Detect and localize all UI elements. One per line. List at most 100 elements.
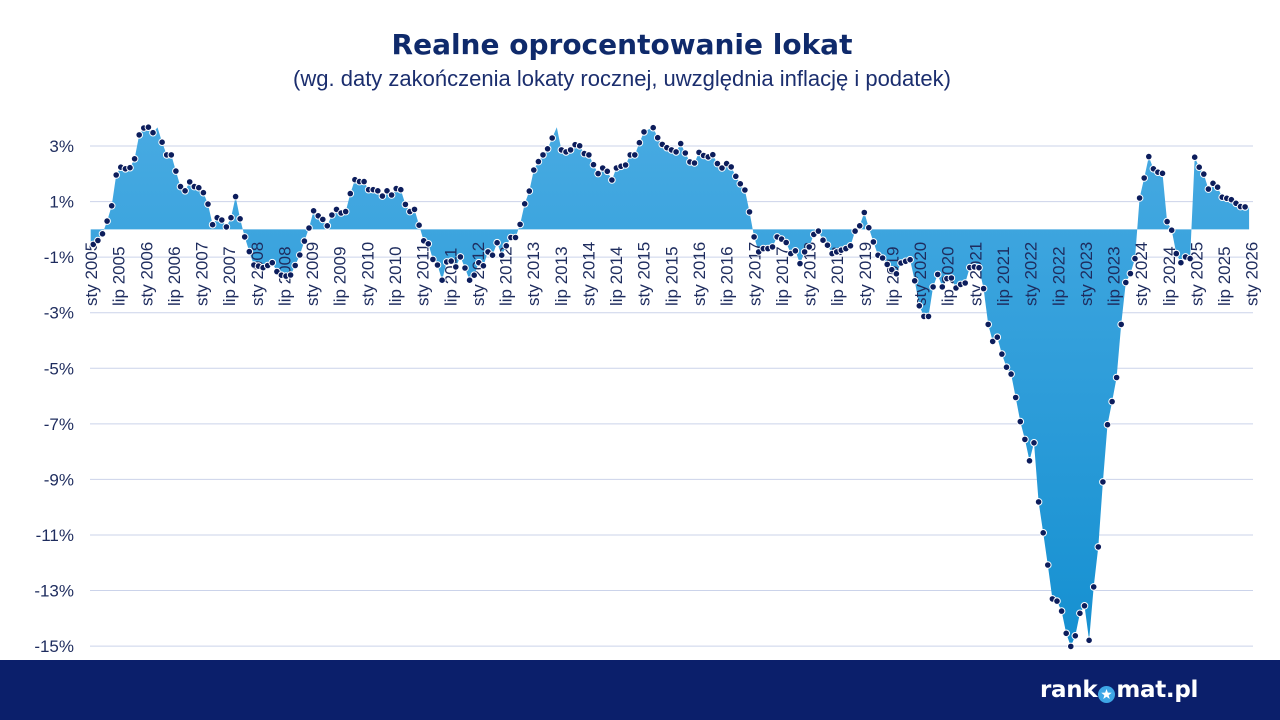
data-point xyxy=(493,238,501,247)
x-tick-label: sty 2019 xyxy=(856,242,875,306)
data-point xyxy=(98,230,107,238)
data-point xyxy=(172,167,180,175)
data-point xyxy=(640,128,648,136)
data-point xyxy=(933,270,942,279)
data-point xyxy=(1002,363,1011,372)
y-tick-label: 1% xyxy=(49,193,74,212)
brand-logo: rank mat.pl xyxy=(1040,676,1198,704)
area-series xyxy=(90,127,1250,647)
data-point xyxy=(961,279,970,287)
data-point xyxy=(383,187,391,195)
x-tick-label: lip 2023 xyxy=(1105,246,1124,306)
data-point xyxy=(502,242,511,250)
data-point xyxy=(401,200,410,209)
data-point xyxy=(539,151,547,159)
data-point xyxy=(1163,217,1171,226)
data-point xyxy=(429,255,437,264)
y-axis: 3% 1% -1% -3% -5% -7% -9% -11% -13% -15% xyxy=(34,137,74,656)
data-point xyxy=(589,160,598,169)
data-point xyxy=(869,238,878,246)
data-point xyxy=(819,236,827,244)
data-point xyxy=(374,187,382,195)
data-point xyxy=(653,133,662,142)
data-point xyxy=(892,270,901,278)
data-point xyxy=(800,248,809,256)
data-point xyxy=(1135,194,1144,202)
x-tick-label: lip 2007 xyxy=(220,246,239,306)
y-tick-label: -1% xyxy=(44,248,74,267)
data-point xyxy=(218,216,226,224)
data-point xyxy=(947,274,956,282)
x-tick-label: lip 2005 xyxy=(110,246,129,306)
x-tick-label: sty 2023 xyxy=(1077,242,1096,306)
data-point xyxy=(1117,320,1125,329)
data-point xyxy=(1030,439,1038,447)
y-tick-label: -7% xyxy=(44,415,74,434)
data-point xyxy=(144,123,153,131)
data-point xyxy=(855,222,864,230)
data-point xyxy=(608,176,616,184)
data-point xyxy=(291,261,300,270)
data-point xyxy=(676,139,685,148)
y-tick-label: -15% xyxy=(34,637,74,656)
data-point xyxy=(185,178,194,186)
data-point xyxy=(1158,169,1167,178)
data-point xyxy=(305,224,313,232)
x-tick-label: sty 2024 xyxy=(1132,242,1151,306)
data-point xyxy=(975,263,983,272)
data-point xyxy=(984,320,993,329)
data-point xyxy=(1071,632,1080,640)
data-point xyxy=(1044,561,1052,569)
data-point xyxy=(727,163,736,171)
data-point xyxy=(319,215,327,224)
data-point xyxy=(865,223,873,232)
data-point xyxy=(245,247,254,256)
x-tick-label: sty 2020 xyxy=(911,242,930,306)
x-tick-label: sty 2009 xyxy=(303,242,322,306)
data-point xyxy=(649,123,658,132)
data-point xyxy=(543,145,552,153)
data-point xyxy=(998,350,1006,358)
data-point xyxy=(231,192,240,201)
x-tick-label: lip 2025 xyxy=(1215,246,1234,306)
data-point xyxy=(883,260,892,269)
data-point xyxy=(1034,498,1043,506)
data-point xyxy=(690,159,699,167)
data-point xyxy=(300,237,309,245)
data-point xyxy=(1172,249,1181,258)
data-point xyxy=(415,221,423,229)
data-point xyxy=(851,227,859,235)
data-point xyxy=(860,208,869,217)
x-tick-label: lip 2021 xyxy=(994,246,1013,306)
data-point xyxy=(768,243,777,251)
x-tick-label: lip 2013 xyxy=(552,246,571,306)
data-point xyxy=(1190,153,1199,161)
data-point xyxy=(126,163,134,172)
x-tick-label: sty 2016 xyxy=(690,242,709,306)
x-tick-label: lip 2016 xyxy=(718,246,737,306)
data-point xyxy=(149,128,157,137)
data-point xyxy=(621,161,630,169)
chart-title: Realne oprocentowanie lokat xyxy=(391,28,853,61)
data-point xyxy=(594,169,602,178)
data-point xyxy=(309,207,318,215)
data-point xyxy=(635,138,644,147)
data-point xyxy=(814,227,823,235)
data-point xyxy=(286,271,295,279)
x-tick-label: lip 2018 xyxy=(828,246,847,306)
data-point xyxy=(1085,636,1093,645)
data-point xyxy=(433,261,442,269)
data-point xyxy=(1062,629,1070,638)
data-point xyxy=(452,263,460,271)
data-point xyxy=(397,185,405,194)
data-point xyxy=(176,182,185,191)
x-tick-label: sty 2010 xyxy=(358,242,377,306)
x-tick-label: sty 2012 xyxy=(469,242,488,306)
data-point xyxy=(1025,457,1034,465)
area-chart: 3% 1% -1% -3% -5% -7% -9% -11% -13% -15% sty 2005… xyxy=(34,123,1262,656)
data-point xyxy=(1167,226,1176,234)
data-point xyxy=(465,276,474,285)
data-point xyxy=(924,312,933,321)
x-tick-label: sty 2026 xyxy=(1243,242,1262,306)
data-point xyxy=(1089,583,1098,591)
